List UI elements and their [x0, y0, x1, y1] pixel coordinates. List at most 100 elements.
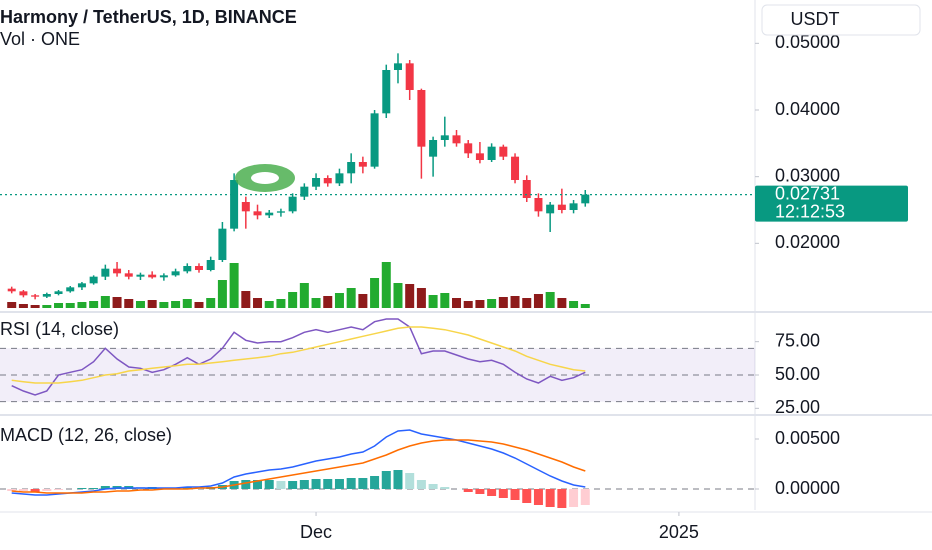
volume-bar: [42, 305, 52, 308]
volume-bar: [182, 299, 192, 308]
histogram-bar: [545, 489, 555, 507]
candle-body: [136, 274, 145, 277]
candle-body: [499, 146, 508, 157]
histogram-bar: [358, 478, 368, 489]
volume-bar: [452, 298, 462, 308]
candle-body: [42, 294, 51, 297]
histogram-bar: [42, 489, 52, 491]
last-price-tag: [755, 185, 908, 222]
volume-bar: [545, 292, 555, 308]
histogram-bar: [428, 484, 438, 489]
candle-body: [276, 211, 285, 213]
histogram-bar: [18, 489, 28, 491]
volume-bar: [334, 293, 344, 308]
volume-bar: [276, 299, 286, 308]
candle-body: [101, 268, 110, 277]
candle-body: [148, 274, 157, 278]
candle-body: [300, 186, 309, 197]
volume-bar: [370, 278, 380, 308]
volume-bar: [77, 302, 87, 308]
histogram-bar: [463, 489, 473, 492]
candle-body: [370, 113, 379, 167]
histogram-bar: [311, 479, 321, 489]
volume-bar: [416, 288, 426, 308]
volume-bar: [463, 301, 473, 308]
y-tick-label: 0.03000: [775, 165, 840, 185]
histogram-bar: [253, 480, 263, 489]
histogram-bar: [475, 489, 485, 494]
y-tick-label: 0.04000: [775, 99, 840, 119]
candle-body: [77, 283, 86, 288]
candle-body: [253, 211, 262, 216]
y-tick-label: 25.00: [775, 397, 820, 417]
histogram-bar: [264, 480, 274, 489]
candle-body: [335, 173, 344, 184]
volume-bar: [264, 301, 274, 308]
volume-bar: [358, 294, 368, 308]
volume-bar: [171, 301, 181, 308]
volume-bar: [475, 300, 485, 308]
histogram-bar: [370, 476, 380, 489]
candle-body: [581, 194, 590, 204]
histogram-bar: [346, 478, 356, 489]
volume-bar: [100, 296, 110, 308]
candle-body: [288, 196, 297, 212]
candle-body: [511, 156, 520, 180]
volume-bar: [405, 284, 415, 308]
candle-body: [452, 135, 461, 144]
histogram-bar: [510, 489, 520, 500]
candle-body: [218, 228, 227, 260]
candle-body: [7, 288, 16, 292]
histogram-bar: [498, 489, 508, 498]
currency-button[interactable]: USDT: [761, 4, 921, 36]
candle-body: [183, 266, 192, 272]
histogram-bar: [77, 488, 87, 489]
volume-bar: [54, 303, 64, 308]
chart-title: Harmony / TetherUS, 1D, BINANCE: [0, 7, 297, 27]
histogram-bar: [381, 471, 391, 489]
candle-body: [546, 204, 555, 214]
volume-bar: [299, 283, 309, 308]
volume-bar: [288, 292, 298, 308]
volume-bar: [147, 300, 157, 308]
volume-bar: [510, 296, 520, 308]
volume-bar: [194, 302, 204, 308]
candle-body: [569, 203, 578, 210]
volume-bar: [393, 283, 403, 308]
candle-body: [124, 273, 133, 277]
candle-body: [323, 178, 332, 184]
rsi-title: RSI (14, close): [0, 319, 119, 339]
volume-bar: [440, 293, 450, 308]
y-tick-label: 50.00: [775, 364, 820, 384]
candle-body: [475, 153, 484, 160]
currency-button-frame[interactable]: [761, 4, 921, 36]
histogram-bar: [334, 479, 344, 489]
volume-bar: [217, 280, 227, 308]
histogram-bar: [89, 488, 99, 489]
volume-bar: [522, 298, 532, 308]
candle-body: [393, 63, 402, 70]
candle-body: [347, 162, 356, 174]
volume-bar: [569, 301, 579, 308]
candle-body: [312, 178, 321, 187]
volume-bar: [557, 298, 567, 308]
currency-label[interactable]: USDT: [791, 9, 840, 29]
candle-body: [206, 260, 215, 270]
histogram-bar: [405, 473, 415, 489]
volume-bar: [229, 263, 239, 308]
histogram-bar: [393, 470, 403, 489]
candle-body: [265, 212, 274, 216]
candle-body: [19, 291, 28, 296]
candle-body: [464, 143, 473, 154]
volume-bar: [381, 262, 391, 308]
histogram-bar: [440, 487, 450, 489]
histogram-bar: [7, 489, 17, 491]
last-price-label: 0.02731: [775, 183, 840, 203]
histogram-bar: [100, 486, 110, 489]
x-tick-label: 2025: [659, 522, 699, 542]
candle-body: [534, 198, 543, 212]
candle-body: [440, 135, 449, 140]
candle-body: [159, 275, 168, 278]
